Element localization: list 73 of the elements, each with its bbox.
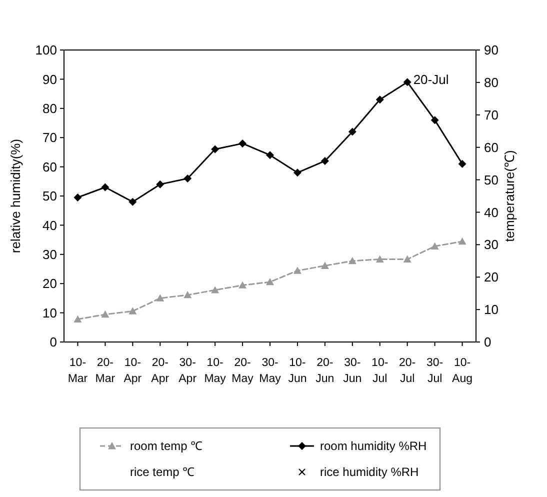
- point: [128, 198, 137, 206]
- x-tick-label: 30-Jul: [426, 357, 444, 386]
- legend-label: room temp ℃: [130, 439, 203, 454]
- y2-tick-label: 10: [484, 302, 498, 318]
- y2-tick-label: 30: [484, 237, 498, 252]
- point: [128, 307, 137, 314]
- y2-tick-label: 80: [484, 74, 498, 90]
- y-tick-label: 10: [42, 305, 57, 320]
- point: [430, 116, 439, 124]
- point: [403, 78, 412, 86]
- point: [403, 255, 412, 262]
- x-tick-label: 10-Aug: [452, 357, 472, 386]
- point: [320, 262, 329, 269]
- x-tick-label: 20-May: [232, 357, 254, 386]
- point: [458, 160, 466, 168]
- point: [211, 145, 220, 154]
- point: [458, 237, 466, 245]
- y2-tick-label: 70: [484, 107, 498, 122]
- point: [320, 156, 329, 165]
- point: [184, 290, 192, 298]
- y-axis-title: relative humidity(%): [8, 138, 23, 254]
- x-tick-label: 20-Jun: [316, 357, 334, 386]
- point: [266, 278, 274, 286]
- point: [293, 266, 302, 274]
- y-tick-label: 40: [42, 218, 57, 233]
- x-tick-label: 20-Apr: [151, 357, 170, 386]
- point: [74, 315, 82, 322]
- point: [156, 294, 164, 302]
- point: [293, 168, 302, 177]
- point: [156, 180, 164, 188]
- point: [238, 139, 247, 148]
- y-tick-label: 70: [42, 130, 57, 146]
- x-tick-label: 10-Jul: [372, 357, 388, 386]
- point: [376, 96, 384, 104]
- y-tick-label: 90: [42, 72, 57, 87]
- y-tick-label: 80: [42, 100, 57, 116]
- point: [266, 151, 274, 160]
- x-tick-label: 10-Mar: [68, 357, 88, 386]
- legend-label: rice humidity %RH: [320, 465, 419, 480]
- annotation: 20-Jul: [413, 72, 449, 88]
- y2-axis-title: temperature(℃): [502, 150, 517, 242]
- legend-label: rice temp ℃: [130, 465, 195, 480]
- y-tick-label: 100: [35, 42, 57, 58]
- point: [238, 281, 247, 288]
- point: [101, 310, 110, 318]
- x-tick-label: 10-Jun: [288, 357, 307, 386]
- x-tick-label: 30-May: [259, 357, 282, 386]
- point: [430, 242, 439, 250]
- point: [348, 256, 356, 264]
- x-tick-label: 30-Jun: [343, 357, 362, 386]
- x-tick-label: 10-Apr: [124, 357, 142, 386]
- y-tick-label: 0: [50, 334, 57, 350]
- y2-tick-label: 90: [484, 42, 498, 58]
- point: [184, 174, 192, 182]
- y2-tick-label: 60: [484, 140, 498, 155]
- y2-tick-label: 50: [484, 172, 498, 188]
- x-tick-label: 30-Apr: [178, 357, 197, 386]
- y-tick-label: 60: [42, 159, 57, 174]
- y2-tick-label: 40: [484, 204, 498, 220]
- y-tick-label: 30: [42, 246, 57, 262]
- legend-label: room humidity %RH: [320, 439, 427, 454]
- x-tick-label: 20-Mar: [95, 357, 116, 386]
- x-tick-label: 10-May: [204, 357, 226, 386]
- y2-tick-label: 20: [484, 270, 498, 285]
- x-tick-label: 20-Jul: [399, 357, 416, 386]
- point: [74, 193, 82, 202]
- y-tick-label: 20: [42, 276, 57, 292]
- point: [348, 128, 356, 136]
- point: [101, 183, 110, 192]
- point: [376, 255, 384, 262]
- point: [211, 286, 220, 294]
- y-tick-label: 50: [42, 188, 57, 204]
- y2-tick-label: 0: [484, 334, 492, 350]
